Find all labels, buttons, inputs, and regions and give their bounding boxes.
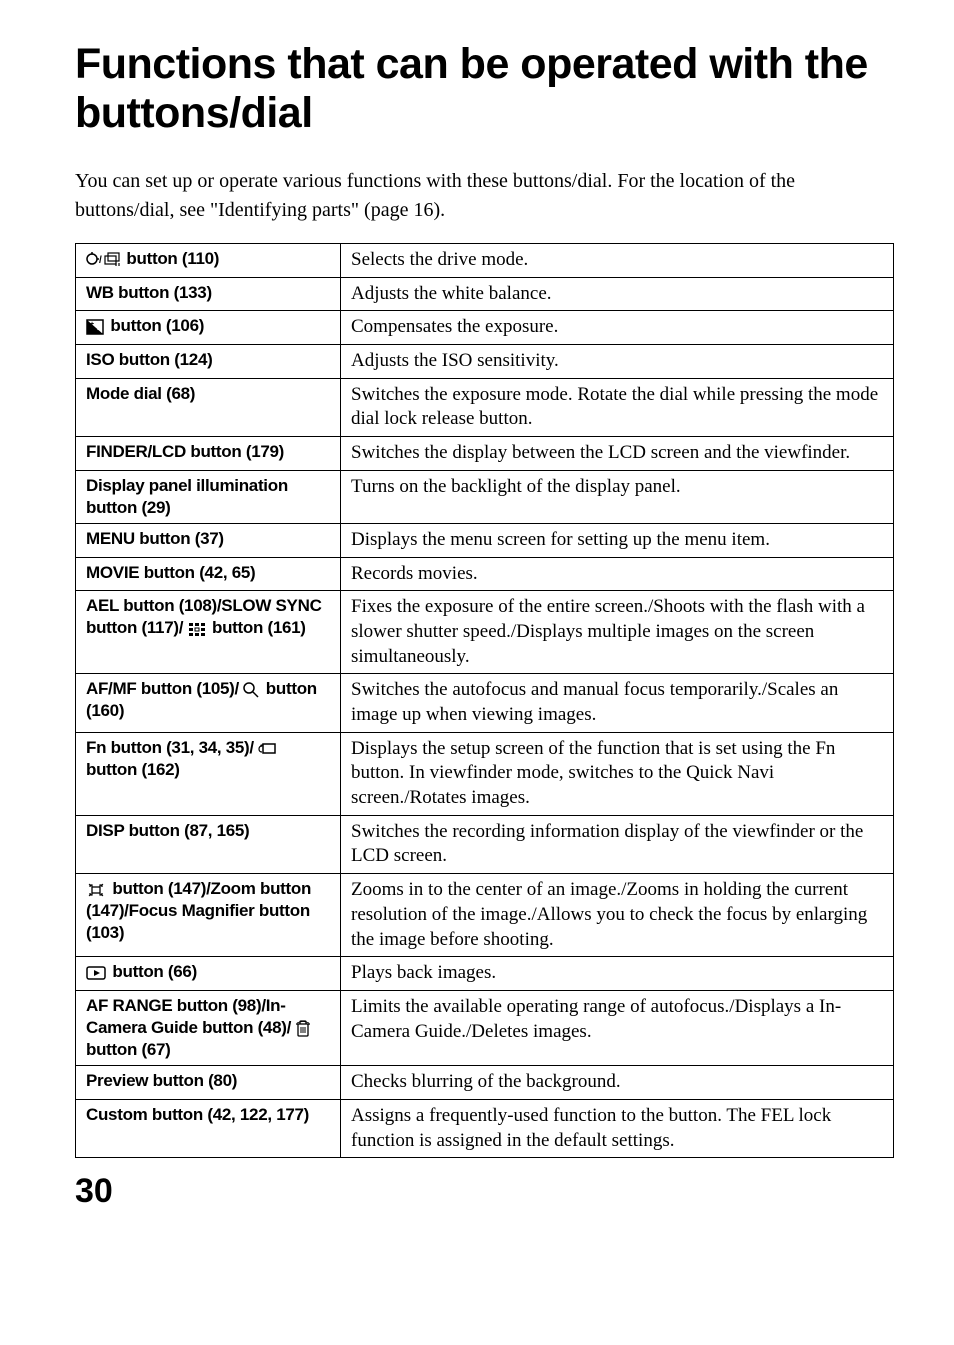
button-description: Zooms in to the center of an image./Zoom… xyxy=(341,874,894,957)
button-description: Compensates the exposure. xyxy=(341,311,894,345)
button-description: Displays the setup screen of the functio… xyxy=(341,732,894,815)
button-description: Plays back images. xyxy=(341,957,894,991)
button-description: Turns on the backlight of the display pa… xyxy=(341,470,894,523)
table-row: Mode dial (68)Switches the exposure mode… xyxy=(76,378,894,436)
table-row: / button (110)Selects the drive mode. xyxy=(76,243,894,277)
button-label: Mode dial (68) xyxy=(76,378,341,436)
button-description: Adjusts the white balance. xyxy=(341,277,894,311)
button-label: AF/MF button (105)/ button (160) xyxy=(76,674,341,732)
svg-text:/: / xyxy=(99,255,102,266)
button-label: MOVIE button (42, 65) xyxy=(76,557,341,591)
table-row: FINDER/LCD button (179)Switches the disp… xyxy=(76,437,894,471)
button-label: MENU button (37) xyxy=(76,523,341,557)
table-row: Fn button (31, 34, 35)/ button (162)Disp… xyxy=(76,732,894,815)
table-row: ISO button (124)Adjusts the ISO sensitiv… xyxy=(76,344,894,378)
table-row: button (66)Plays back images. xyxy=(76,957,894,991)
button-description: Records movies. xyxy=(341,557,894,591)
button-label: Fn button (31, 34, 35)/ button (162) xyxy=(76,732,341,815)
button-description: Switches the exposure mode. Rotate the d… xyxy=(341,378,894,436)
button-label: Display panel illumination button (29) xyxy=(76,470,341,523)
svg-text:+: + xyxy=(90,321,94,328)
table-row: MENU button (37)Displays the menu screen… xyxy=(76,523,894,557)
button-label: +− button (106) xyxy=(76,311,341,345)
table-row: +− button (106)Compensates the exposure. xyxy=(76,311,894,345)
table-row: WB button (133)Adjusts the white balance… xyxy=(76,277,894,311)
table-row: DISP button (87, 165)Switches the record… xyxy=(76,815,894,873)
button-description: Selects the drive mode. xyxy=(341,243,894,277)
button-description: Assigns a frequently-used function to th… xyxy=(341,1099,894,1157)
button-description: Switches the recording information displ… xyxy=(341,815,894,873)
table-row: AF/MF button (105)/ button (160)Switches… xyxy=(76,674,894,732)
button-label: Custom button (42, 122, 177) xyxy=(76,1099,341,1157)
table-row: AF RANGE button (98)/In-Camera Guide but… xyxy=(76,990,894,1065)
svg-text:−: − xyxy=(97,327,101,334)
table-row: MOVIE button (42, 65)Records movies. xyxy=(76,557,894,591)
button-description: Adjusts the ISO sensitivity. xyxy=(341,344,894,378)
table-row: AEL button (108)/SLOW SYNC button (117)/… xyxy=(76,591,894,674)
button-description: Switches the autofocus and manual focus … xyxy=(341,674,894,732)
button-description: Displays the menu screen for setting up … xyxy=(341,523,894,557)
button-label: ISO button (124) xyxy=(76,344,341,378)
button-label: WB button (133) xyxy=(76,277,341,311)
button-label: / button (110) xyxy=(76,243,341,277)
table-row: Preview button (80)Checks blurring of th… xyxy=(76,1066,894,1100)
button-description: Checks blurring of the background. xyxy=(341,1066,894,1100)
table-row: Custom button (42, 122, 177)Assigns a fr… xyxy=(76,1099,894,1157)
button-label: button (147)/Zoom button (147)/Focus Mag… xyxy=(76,874,341,957)
page-title: Functions that can be operated with the … xyxy=(75,40,894,139)
button-label: DISP button (87, 165) xyxy=(76,815,341,873)
button-label: button (66) xyxy=(76,957,341,991)
button-description: Fixes the exposure of the entire screen.… xyxy=(341,591,894,674)
button-label: AEL button (108)/SLOW SYNC button (117)/… xyxy=(76,591,341,674)
button-label: AF RANGE button (98)/In-Camera Guide but… xyxy=(76,990,341,1065)
table-row: Display panel illumination button (29)Tu… xyxy=(76,470,894,523)
page-number: 30 xyxy=(75,1172,894,1211)
button-label: Preview button (80) xyxy=(76,1066,341,1100)
button-description: Limits the available operating range of … xyxy=(341,990,894,1065)
table-row: button (147)/Zoom button (147)/Focus Mag… xyxy=(76,874,894,957)
button-label: FINDER/LCD button (179) xyxy=(76,437,341,471)
intro-text: You can set up or operate various functi… xyxy=(75,167,894,225)
button-function-table: / button (110)Selects the drive mode.WB … xyxy=(75,243,894,1158)
button-description: Switches the display between the LCD scr… xyxy=(341,437,894,471)
